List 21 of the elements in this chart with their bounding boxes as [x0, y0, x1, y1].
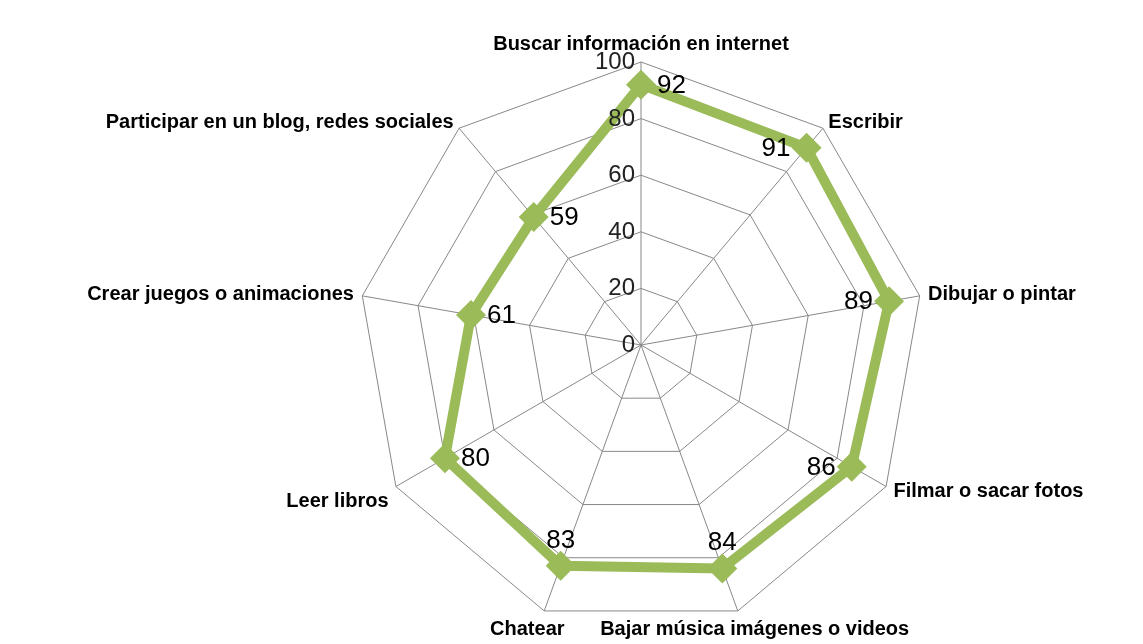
y-tick-label: 0	[621, 330, 635, 357]
y-tick-label: 60	[608, 160, 635, 188]
spoke-label: Dibujar o pintar	[928, 282, 1077, 305]
spoke-label: Bajar música imágenes o videos	[600, 616, 910, 639]
data-label: 92	[657, 68, 686, 99]
spoke-label: Participar en un blog, redes sociales	[105, 109, 454, 132]
data-label: 91	[761, 131, 791, 162]
data-label: 84	[707, 526, 737, 557]
y-tick-label: 40	[608, 216, 635, 244]
spoke-label: Filmar o sacar fotos	[893, 478, 1084, 501]
data-label: 59	[549, 201, 579, 232]
data-label: 61	[486, 299, 516, 330]
data-label: 86	[806, 450, 836, 481]
spoke-label: Chatear	[490, 616, 565, 639]
spoke-label: Leer libros	[286, 488, 389, 511]
spoke-label: Crear juegos o animaciones	[87, 282, 354, 305]
spoke-label: Escribir	[828, 109, 904, 132]
data-label: 89	[844, 285, 874, 316]
data-label: 80	[460, 442, 490, 473]
y-tick-label: 20	[608, 273, 635, 301]
data-label: 83	[546, 523, 576, 554]
